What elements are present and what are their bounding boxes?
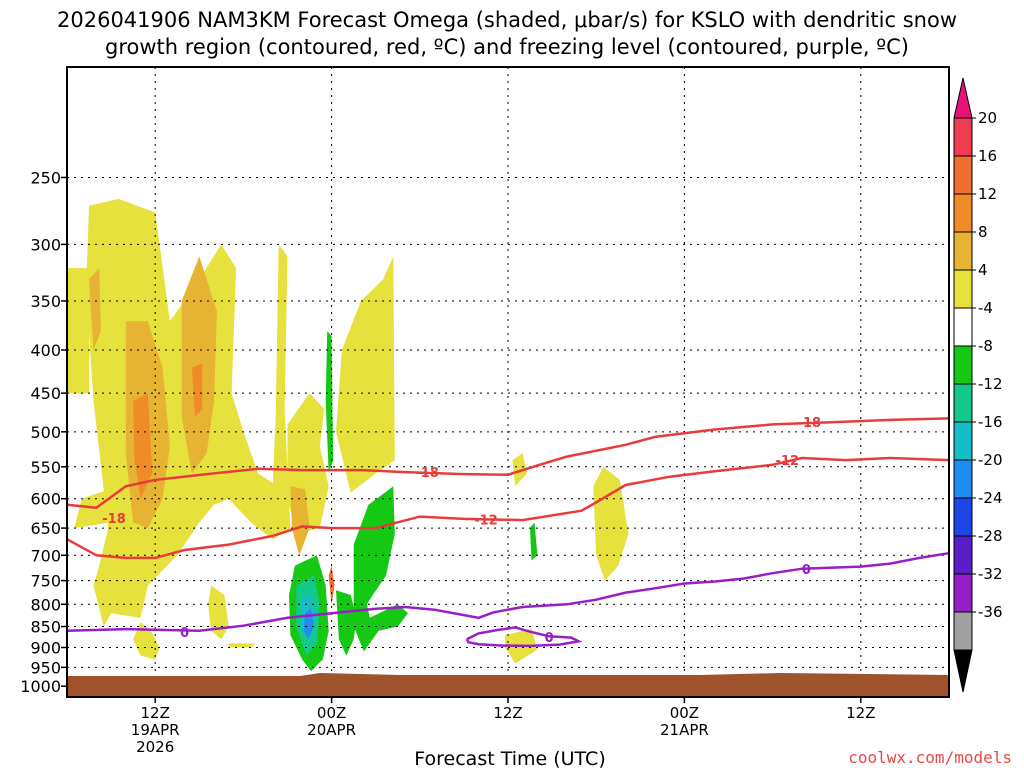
y-tick-label-800: 800	[30, 595, 61, 614]
colorbar-swatch-4	[953, 269, 973, 309]
colorbar-label-9: -20	[978, 451, 1003, 469]
omega-region--4-4	[530, 522, 538, 561]
colorbar-swatch-10	[953, 497, 973, 537]
colorbar-label-12: -32	[978, 565, 1003, 583]
colorbar-label-6: -8	[978, 337, 993, 355]
y-tick-label-650: 650	[30, 519, 61, 538]
chart-title-line-1: 2026041906 NAM3KM Forecast Omega (shaded…	[57, 8, 957, 32]
y-tick-label-450: 450	[30, 384, 61, 403]
omega-region-4-7	[336, 256, 395, 493]
y-tick-label-500: 500	[30, 423, 61, 442]
x-tick-label-42-0: 00Z	[670, 704, 699, 722]
omega-region--4-0	[325, 331, 334, 474]
y-axis-pressure: 2503003504004505005506006507007508008509…	[20, 168, 67, 696]
x-tick-label-18-1: 20APR	[307, 721, 356, 739]
contour-label-2: -12	[474, 514, 498, 529]
y-tick-label-950: 950	[30, 658, 61, 677]
colorbar-label-7: -12	[978, 375, 1003, 393]
y-tick-label-700: 700	[30, 546, 61, 565]
x-tick-label-6-0: 12Z	[141, 704, 170, 722]
contour-line-0	[66, 417, 950, 510]
y-tick-label-850: 850	[30, 618, 61, 637]
x-tick-label-30-0: 12Z	[493, 704, 522, 722]
contour-label-4: -18	[798, 416, 822, 431]
colorbar-bottom-arrow	[953, 649, 973, 693]
omega-region-4-3	[133, 622, 160, 660]
y-tick-label-900: 900	[30, 638, 61, 657]
colorbar-label-10: -24	[978, 489, 1003, 507]
plot-area: -18 -18 -12 -12 -18 0 0 0	[66, 66, 950, 698]
contour-label-3: -12	[776, 454, 800, 469]
omega-region-8-0	[89, 268, 101, 350]
x-tick-label-54-0: 12Z	[846, 704, 875, 722]
colorbar-swatch-12	[953, 573, 973, 613]
temperature-contours: -18 -18 -12 -12 -18 0 0 0	[66, 416, 950, 648]
y-tick-label-350: 350	[30, 292, 61, 311]
colorbar-top-arrow	[953, 77, 973, 119]
colorbar-swatch-11	[953, 535, 973, 575]
colorbar-label-0: 20	[978, 109, 997, 127]
contour-label-1: -18	[102, 512, 126, 527]
colorbar-swatch-2	[953, 193, 973, 233]
colorbar-swatch-0	[953, 117, 973, 157]
colorbar-legend: 20 16 12 8 4 -4 -8 -12 -16 -20 -24 -28 -32 -36	[953, 77, 1003, 693]
x-tick-label-6-2: 2026	[136, 738, 174, 756]
credit-text: coolwx.com/models	[848, 748, 1012, 767]
contour-line-5	[66, 551, 950, 633]
y-tick-label-550: 550	[30, 458, 61, 477]
omega-region-12-0	[133, 393, 153, 499]
omega-region-8-3	[290, 486, 310, 556]
omega-region-4-4	[208, 585, 229, 640]
contour-label-6: 0	[802, 563, 811, 578]
y-tick-label-750: 750	[30, 572, 61, 591]
colorbar-swatch-5	[953, 307, 973, 347]
y-tick-label-250: 250	[30, 168, 61, 187]
chart-title-line-2: growth region (contoured, red, ºC) and f…	[105, 35, 909, 59]
omega-region-12-1	[191, 363, 203, 417]
x-tick-label-18-0: 00Z	[317, 704, 346, 722]
colorbar-label-8: -16	[978, 413, 1003, 431]
colorbar-label-1: 16	[978, 147, 997, 165]
colorbar-swatch-9	[953, 459, 973, 499]
contour-line-2	[66, 456, 950, 560]
contour-label-5: 0	[180, 626, 189, 641]
omega-region-16-0	[328, 565, 335, 605]
colorbar-label-3: 8	[978, 223, 988, 241]
contour-line-7	[465, 626, 583, 648]
omega-region-4-10	[593, 466, 629, 581]
colorbar-swatch-13	[953, 611, 973, 651]
x-axis-label: Forecast Time (UTC)	[414, 748, 605, 768]
gridlines	[67, 67, 949, 697]
contour-label-7: 0	[545, 631, 554, 646]
contour-label-0: -18	[415, 466, 439, 481]
colorbar-label-11: -28	[978, 527, 1003, 545]
omega-region-4-0	[67, 268, 89, 394]
y-tick-label-400: 400	[30, 341, 61, 360]
colorbar-swatch-3	[953, 231, 973, 271]
y-tick-label-1000: 1000	[20, 677, 61, 696]
colorbar-label-5: -4	[978, 299, 993, 317]
omega-region--4-2	[336, 590, 357, 656]
colorbar-swatch-8	[953, 421, 973, 461]
ground-surface	[67, 673, 949, 697]
y-tick-label-600: 600	[30, 490, 61, 509]
x-tick-label-6-1: 19APR	[131, 721, 180, 739]
colorbar-swatch-6	[953, 345, 973, 385]
x-tick-label-42-1: 21APR	[660, 721, 709, 739]
colorbar-swatch-7	[953, 383, 973, 423]
omega-region-4-5	[228, 643, 256, 648]
colorbar-label-4: 4	[978, 261, 988, 279]
y-tick-label-300: 300	[30, 235, 61, 254]
colorbar-label-2: 12	[978, 185, 997, 203]
colorbar-swatch-1	[953, 155, 973, 195]
colorbar-label-13: -36	[978, 603, 1003, 621]
